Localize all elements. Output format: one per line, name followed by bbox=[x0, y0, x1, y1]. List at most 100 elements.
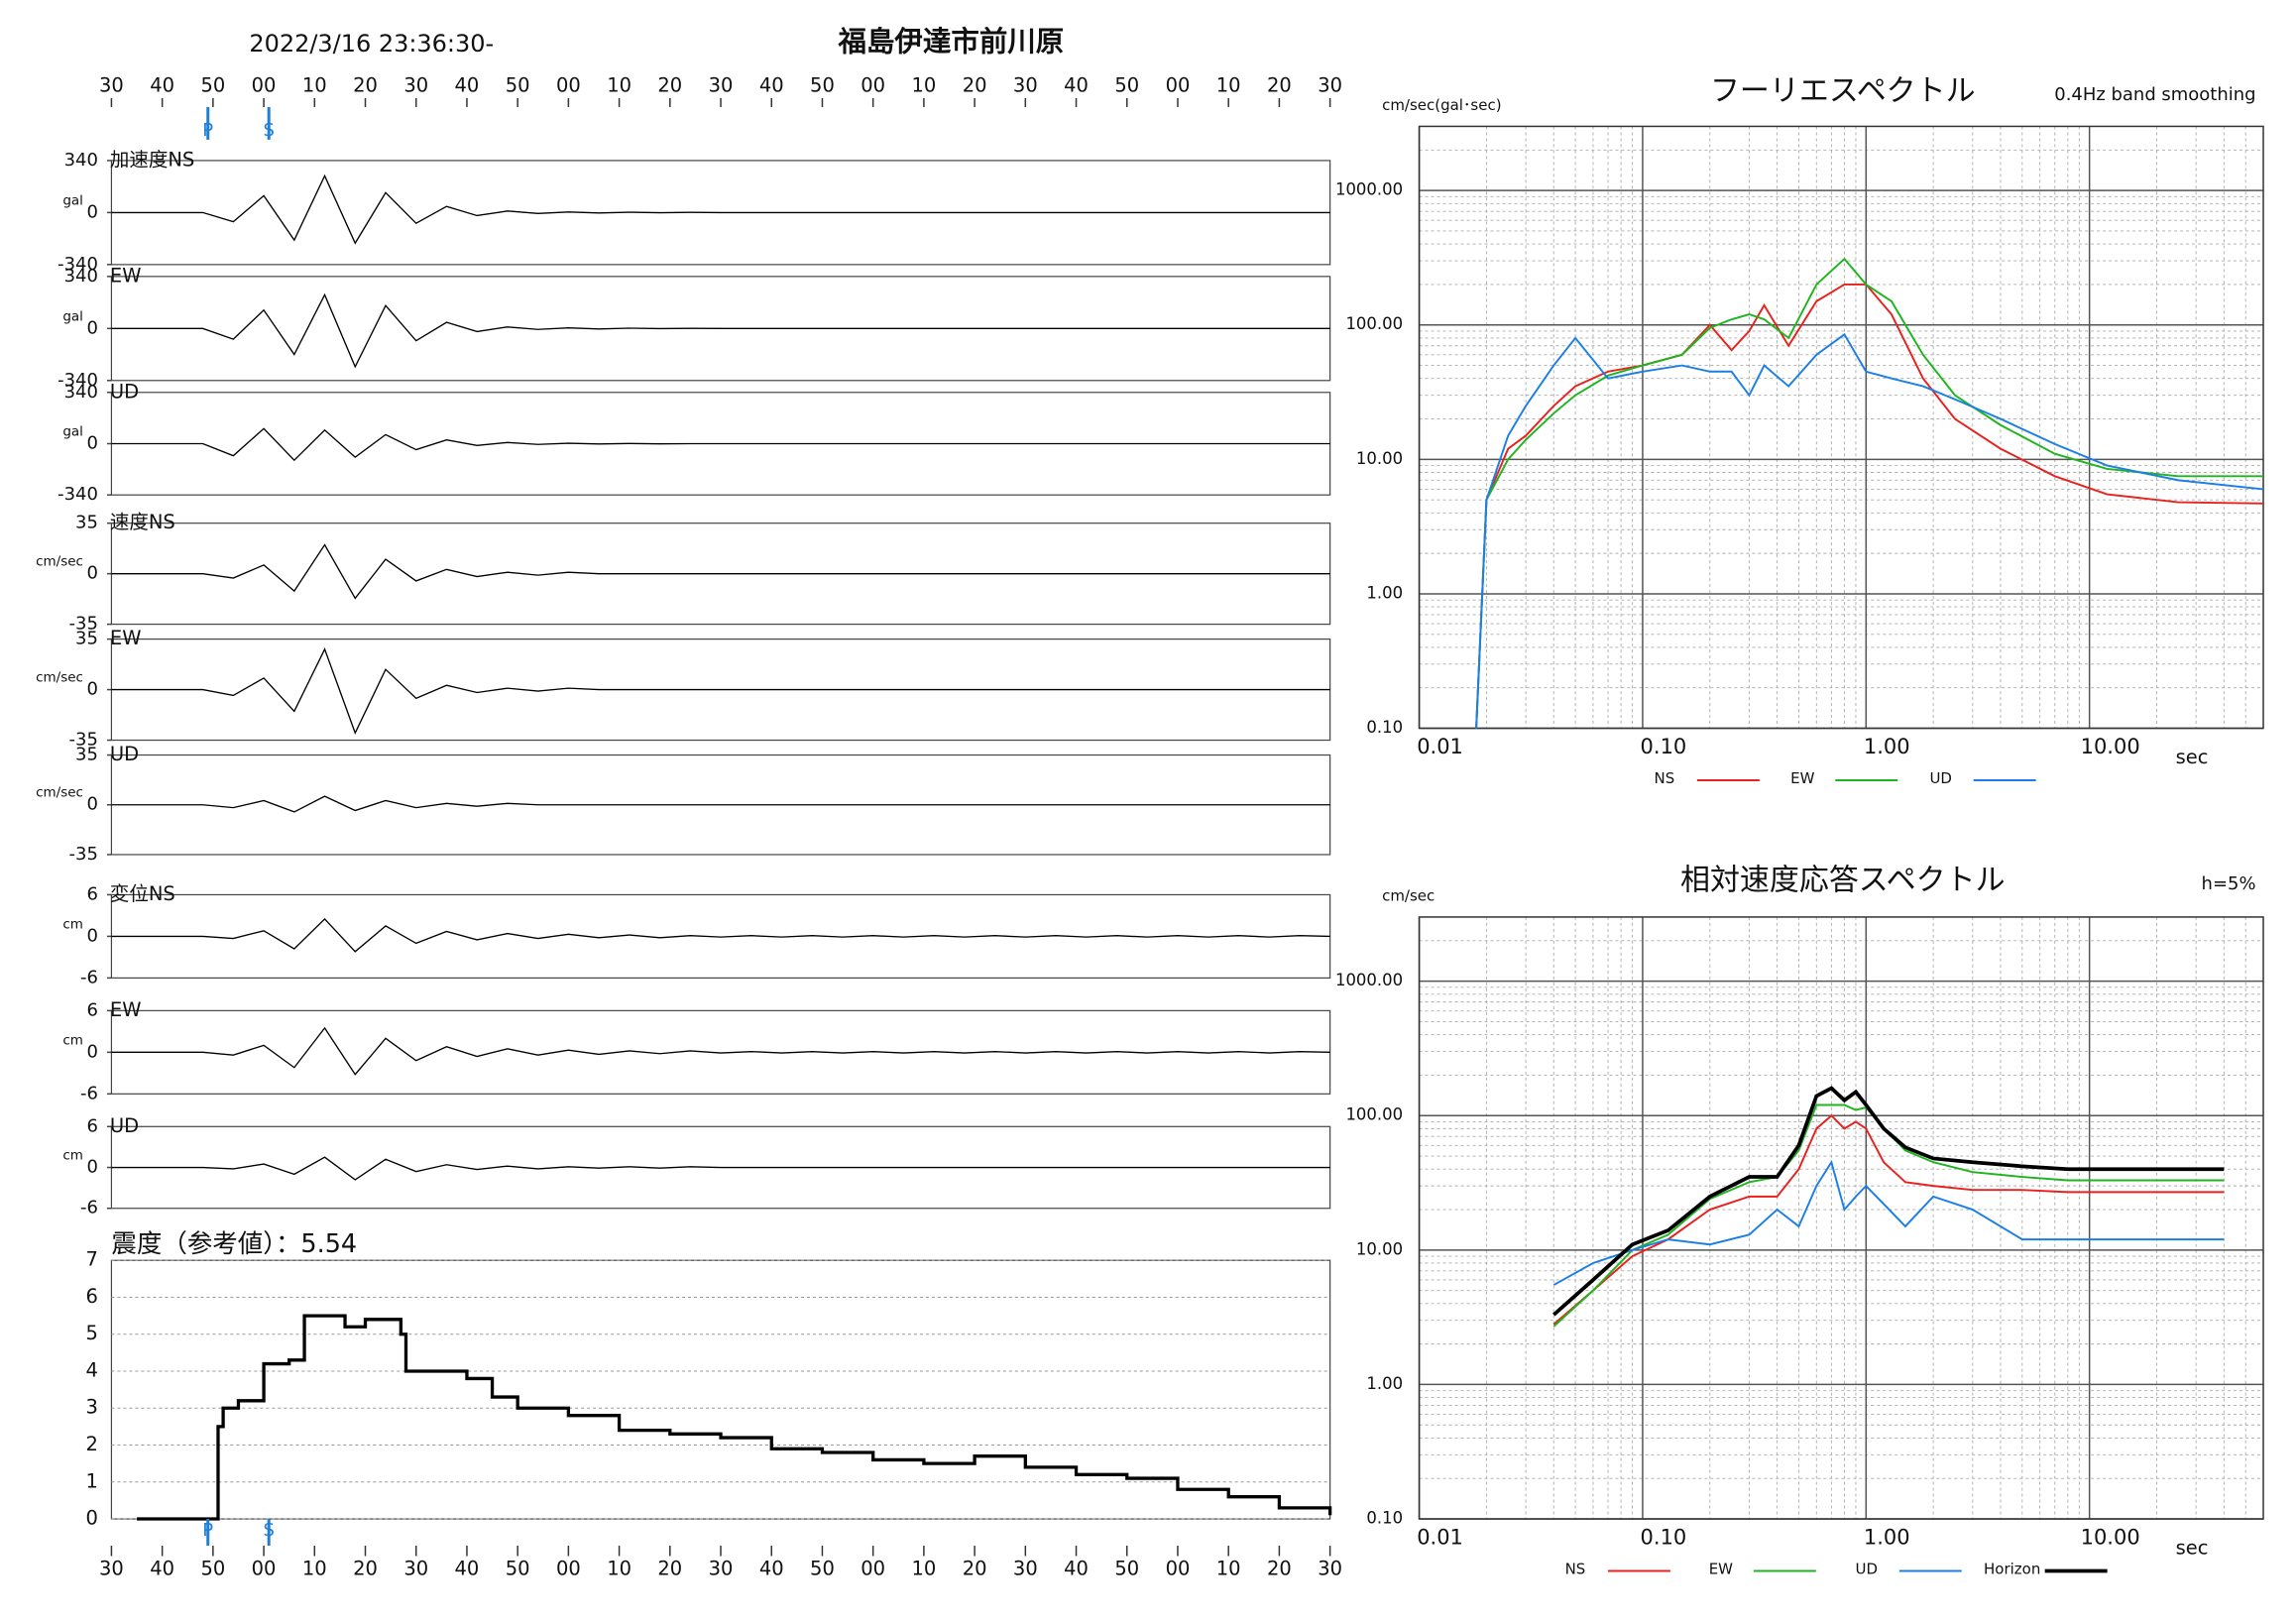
legend-label: UD bbox=[1856, 1561, 1879, 1578]
y-tick-label: 6 bbox=[86, 883, 97, 904]
panel-label: UD bbox=[110, 380, 139, 403]
panel-label: 加速度NS bbox=[110, 148, 194, 171]
waveform bbox=[111, 427, 1330, 462]
time-tick-label: 40 bbox=[150, 1558, 174, 1580]
time-tick-label: 10 bbox=[302, 73, 327, 96]
x-tick-label: 1.00 bbox=[1864, 735, 1910, 758]
y-tick-label: 0 bbox=[86, 563, 97, 584]
unit-label: cm bbox=[62, 1148, 83, 1164]
record-time: 2022/3/16 23:36:30- bbox=[249, 30, 494, 58]
time-tick-label: 30 bbox=[403, 73, 428, 96]
time-tick-label: 10 bbox=[912, 1558, 937, 1580]
time-tick-label: 40 bbox=[1064, 73, 1089, 96]
y-tick-label: 2 bbox=[86, 1433, 98, 1455]
x-axis-label: sec bbox=[2176, 1537, 2209, 1560]
waveform bbox=[111, 795, 1330, 813]
legend-label: EW bbox=[1790, 769, 1814, 787]
plot-frame bbox=[1418, 916, 2264, 1520]
time-tick-label: 20 bbox=[657, 73, 682, 96]
time-tick-label: 30 bbox=[1013, 1558, 1038, 1580]
y-tick-label: 0 bbox=[86, 201, 97, 222]
time-tick-label: 50 bbox=[200, 1558, 225, 1580]
x-tick-label: 0.01 bbox=[1417, 1526, 1463, 1550]
waveform bbox=[111, 917, 1330, 953]
panel-label: 速度NS bbox=[110, 511, 175, 533]
intensity-title: 震度（参考値）：5.54 bbox=[111, 1229, 357, 1259]
time-tick-label: 40 bbox=[759, 1558, 784, 1580]
time-tick-label: 00 bbox=[556, 1558, 581, 1580]
y-tick-label: 0 bbox=[86, 1507, 98, 1530]
time-tick-label: 30 bbox=[709, 1558, 734, 1580]
spectrum-line bbox=[1552, 1159, 2225, 1286]
time-tick-label: 40 bbox=[1064, 1558, 1089, 1580]
spectrum-line bbox=[1552, 1086, 2225, 1317]
legend-label: NS bbox=[1655, 769, 1675, 787]
y-tick-label: 35 bbox=[75, 629, 98, 649]
waveform bbox=[111, 1156, 1330, 1181]
time-tick-label: 30 bbox=[709, 73, 734, 96]
unit-label: gal bbox=[62, 423, 83, 439]
y-tick-label: -35 bbox=[69, 614, 98, 635]
time-tick-label: 20 bbox=[963, 1558, 987, 1580]
spectrum-line bbox=[1475, 332, 2264, 729]
spectrum-line bbox=[1552, 1103, 2225, 1328]
x-axis-label: sec bbox=[2176, 746, 2209, 768]
legend-label: NS bbox=[1565, 1561, 1586, 1578]
panel-label: 変位NS bbox=[110, 882, 175, 905]
time-tick-label: 10 bbox=[1216, 1558, 1241, 1580]
panel-label: UD bbox=[110, 1114, 139, 1137]
unit-label: cm/sec bbox=[36, 670, 83, 686]
spectrum-line bbox=[1475, 257, 2264, 729]
waveform bbox=[111, 543, 1330, 600]
x-tick-label: 10.00 bbox=[2081, 735, 2140, 758]
time-tick-label: 30 bbox=[1013, 73, 1038, 96]
panel-label: EW bbox=[110, 264, 142, 287]
time-tick-label: 00 bbox=[861, 73, 885, 96]
y-tick-label: 0.10 bbox=[1366, 1509, 1403, 1528]
unit-label: cm bbox=[62, 916, 83, 932]
y-tick-label: 0 bbox=[86, 317, 97, 338]
time-tick-label: 50 bbox=[810, 73, 835, 96]
y-tick-label: 4 bbox=[86, 1358, 98, 1381]
time-tick-label: 20 bbox=[353, 1558, 378, 1580]
y-tick-label: 35 bbox=[75, 513, 98, 533]
time-tick-label: 20 bbox=[963, 73, 987, 96]
panel-label: EW bbox=[110, 998, 142, 1021]
legend-label: UD bbox=[1929, 769, 1952, 787]
time-tick-label: 00 bbox=[556, 73, 581, 96]
y-tick-label: -6 bbox=[80, 1198, 98, 1218]
y-tick-label: 6 bbox=[86, 999, 97, 1020]
y-tick-label: 1000.00 bbox=[1335, 180, 1403, 199]
time-tick-label: 40 bbox=[150, 73, 174, 96]
unit-label: cm/sec bbox=[36, 554, 83, 570]
x-tick-label: 0.10 bbox=[1641, 1526, 1687, 1550]
unit-label: gal bbox=[62, 192, 83, 208]
y-tick-label: 1 bbox=[86, 1469, 98, 1492]
time-tick-label: 00 bbox=[1166, 1558, 1191, 1580]
time-tick-label: 40 bbox=[455, 1558, 480, 1580]
time-tick-label: 50 bbox=[1114, 73, 1139, 96]
y-tick-label: 10.00 bbox=[1356, 449, 1403, 468]
spectrum-line bbox=[1552, 1113, 2225, 1326]
time-tick-label: 40 bbox=[455, 73, 480, 96]
time-tick-label: 00 bbox=[252, 1558, 277, 1580]
time-tick-label: 10 bbox=[302, 1558, 327, 1580]
time-tick-label: 00 bbox=[861, 1558, 885, 1580]
y-tick-label: 100.00 bbox=[1345, 314, 1403, 333]
intensity-line bbox=[137, 1314, 1332, 1521]
y-axis-label: cm/sec(gal･sec) bbox=[1382, 96, 1501, 114]
y-tick-label: -6 bbox=[80, 1083, 98, 1103]
y-tick-label: 0 bbox=[86, 925, 97, 946]
time-tick-label: 10 bbox=[912, 73, 937, 96]
y-tick-label: 0 bbox=[86, 794, 97, 815]
y-tick-label: 35 bbox=[75, 745, 98, 765]
x-tick-label: 0.01 bbox=[1417, 735, 1463, 758]
waveform bbox=[111, 174, 1330, 245]
y-tick-label: 10.00 bbox=[1356, 1239, 1403, 1258]
time-tick-label: 20 bbox=[657, 1558, 682, 1580]
time-tick-label: 50 bbox=[810, 1558, 835, 1580]
time-tick-label: 50 bbox=[506, 73, 530, 96]
time-tick-label: 10 bbox=[1216, 73, 1241, 96]
y-tick-label: 340 bbox=[64, 382, 98, 403]
